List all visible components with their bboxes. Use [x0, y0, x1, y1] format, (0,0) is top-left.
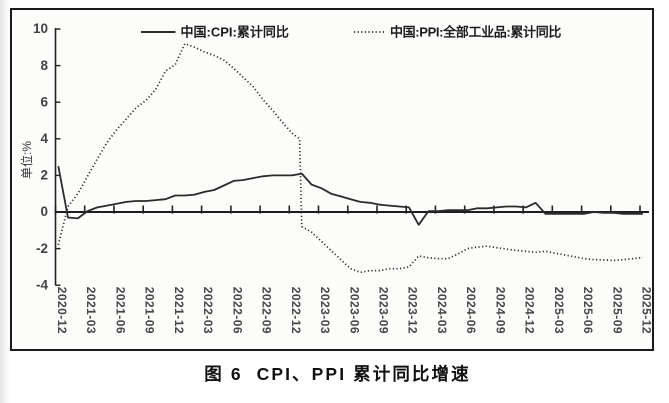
svg-text:2025-06: 2025-06	[581, 287, 595, 334]
svg-text:4: 4	[40, 131, 48, 146]
svg-text:2024-06: 2024-06	[464, 287, 478, 334]
svg-text:2020-12: 2020-12	[55, 287, 69, 334]
svg-text:2022-03: 2022-03	[201, 287, 215, 334]
svg-text:-2: -2	[36, 241, 48, 256]
svg-text:2025-12: 2025-12	[640, 287, 654, 334]
svg-text:0: 0	[40, 204, 48, 219]
svg-text:2025-09: 2025-09	[610, 287, 624, 334]
svg-text:2: 2	[40, 168, 48, 183]
svg-text:2023-12: 2023-12	[406, 287, 420, 334]
svg-text:中国:CPI:累计同比: 中国:CPI:累计同比	[181, 25, 289, 40]
svg-text:2024-09: 2024-09	[493, 287, 507, 334]
svg-text:中国:PPI:全部工业品:累计同比: 中国:PPI:全部工业品:累计同比	[390, 25, 561, 40]
svg-text:2023-09: 2023-09	[377, 287, 391, 334]
svg-text:8: 8	[40, 58, 48, 73]
svg-text:2022-06: 2022-06	[230, 287, 244, 334]
svg-text:2025-03: 2025-03	[552, 287, 566, 334]
svg-text:2021-06: 2021-06	[114, 287, 128, 334]
svg-text:2021-09: 2021-09	[143, 287, 157, 334]
svg-text:单位:%: 单位:%	[19, 141, 34, 179]
svg-text:2022-12: 2022-12	[289, 287, 303, 334]
svg-text:6: 6	[40, 94, 48, 109]
svg-text:-4: -4	[36, 277, 48, 292]
svg-text:2023-06: 2023-06	[347, 287, 361, 334]
svg-text:2021-12: 2021-12	[172, 287, 186, 334]
svg-text:2021-03: 2021-03	[84, 287, 98, 334]
svg-text:2024-03: 2024-03	[435, 287, 449, 334]
svg-text:10: 10	[33, 21, 48, 36]
svg-text:2024-12: 2024-12	[523, 287, 537, 334]
svg-text:2023-03: 2023-03	[318, 287, 332, 334]
svg-text:2022-09: 2022-09	[260, 287, 274, 334]
